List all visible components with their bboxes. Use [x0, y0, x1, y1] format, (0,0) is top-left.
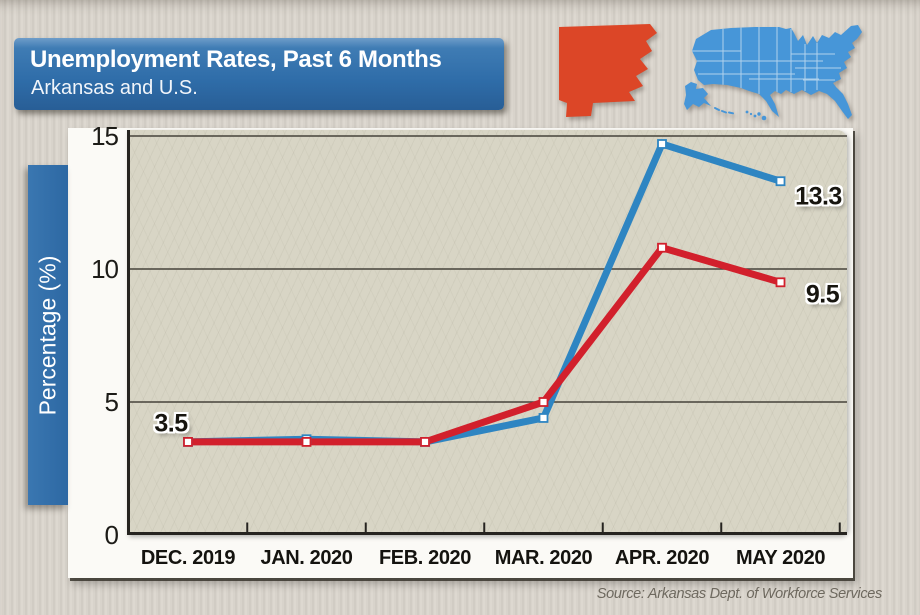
- data-point-marker: [420, 436, 430, 447]
- aleutian-islands: [714, 107, 734, 115]
- data-point-marker: [775, 176, 786, 187]
- data-point-marker: [183, 436, 193, 447]
- x-tick-label: MAR. 2020: [494, 547, 593, 569]
- y-axis-title-banner: Percentage (%): [28, 165, 68, 505]
- page-subtitle: Arkansas and U.S.: [31, 77, 198, 99]
- x-tick-label: JAN. 2020: [260, 547, 353, 569]
- y-axis-title: Percentage (%): [34, 255, 61, 415]
- x-tick-label: APR. 2020: [614, 547, 710, 569]
- y-tick-label: 15: [91, 121, 119, 151]
- hawaii-islands: [745, 110, 767, 121]
- plot-area: 0 5 10 15 DEC. 2019 JAN. 2020 FEB. 2020 MAR. 20…: [91, 123, 847, 569]
- title-banner: Unemployment Rates, Past 6 Months Arkans…: [14, 38, 504, 110]
- data-point-marker: [657, 242, 667, 253]
- data-point-marker: [775, 277, 786, 288]
- data-point-marker: [657, 139, 667, 149]
- source-attribution: Source: Arkansas Dept. of Workforce Serv…: [596, 586, 883, 602]
- x-tick-label: DEC. 2019: [140, 547, 236, 569]
- line-series-arkansas: [188, 244, 782, 446]
- x-tick-label: FEB. 2020: [378, 547, 472, 569]
- page-title: Unemployment Rates, Past 6 Months: [30, 46, 442, 73]
- data-label: 13.3: [795, 182, 842, 211]
- arkansas-state-icon: [559, 24, 657, 117]
- data-point-marker: [301, 436, 312, 447]
- alaska-shape: [684, 82, 711, 110]
- line-series-us: [187, 140, 782, 446]
- us-map-icon: [684, 25, 862, 121]
- y-tick-label: 10: [91, 254, 119, 284]
- line-chart: [127, 130, 847, 535]
- data-point-marker: [538, 397, 549, 407]
- state-border-lines: [692, 27, 841, 96]
- data-point-marker: [538, 413, 549, 423]
- data-label: 3.5: [154, 409, 188, 438]
- y-tick-label: 0: [104, 520, 120, 550]
- y-tick-label: 5: [104, 387, 120, 417]
- x-tick-label: MAY 2020: [735, 547, 826, 569]
- data-label: 9.5: [805, 280, 840, 309]
